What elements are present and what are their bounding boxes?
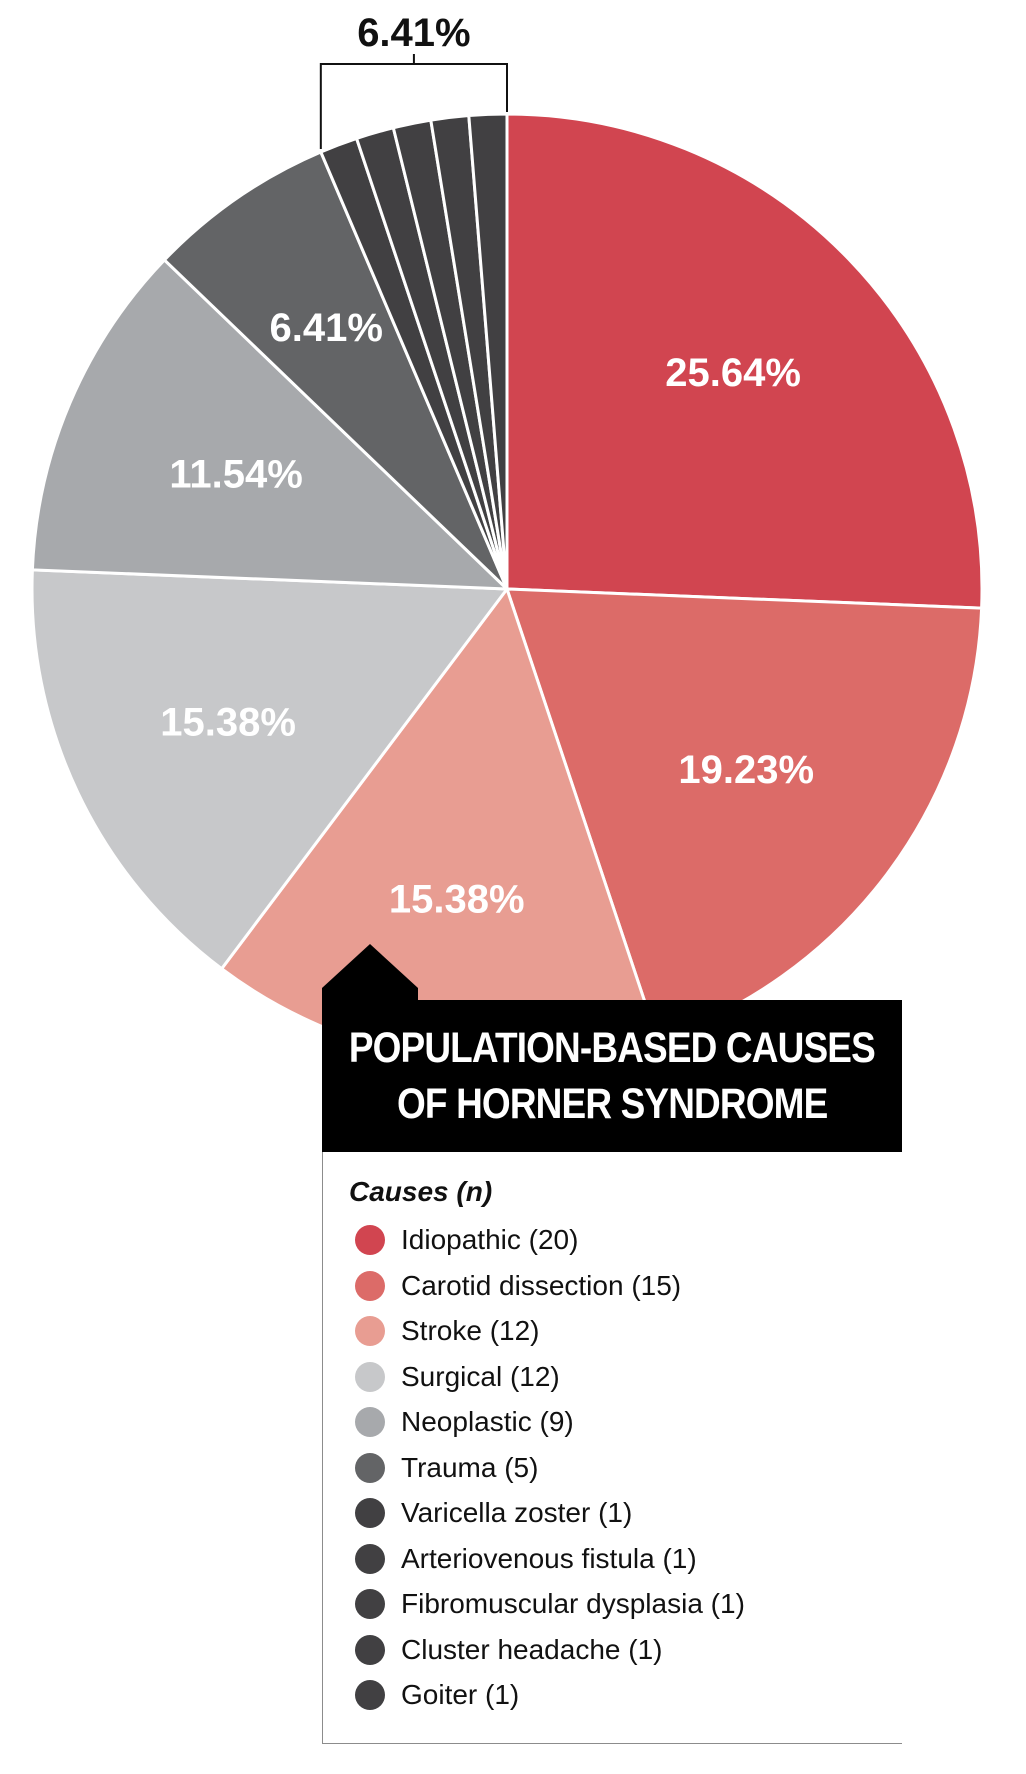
legend-swatch <box>355 1361 385 1392</box>
legend-item: Goiter (1) <box>355 1675 519 1715</box>
legend-label: Carotid dissection (15) <box>401 1269 682 1301</box>
legend: Causes (n) Idiopathic (20) Carotid dissec… <box>322 1152 902 1744</box>
legend-swatch <box>355 1680 385 1710</box>
chart-title-line-2: OF HORNER SYNDROME <box>396 1080 828 1128</box>
legend-swatch <box>355 1407 385 1437</box>
legend-label: Varicella zoster (1) <box>401 1497 633 1528</box>
slice-percent-label: 19.23% <box>678 748 814 792</box>
legend-label: Cluster headache (1) <box>401 1633 663 1665</box>
legend-swatch <box>355 1498 385 1528</box>
legend-item: Carotid dissection (15) <box>355 1266 681 1306</box>
pie-slice <box>467 112 509 590</box>
slice-percent-label: 15.38% <box>389 877 525 921</box>
legend-item: Neoplastic (9) <box>355 1402 574 1442</box>
legend-label: Stroke (12) <box>401 1315 540 1346</box>
slice-percent-label: 15.38% <box>160 700 296 744</box>
legend-label: Neoplastic (9) <box>401 1406 574 1437</box>
legend-swatch <box>355 1589 385 1619</box>
legend-swatch <box>355 1225 385 1255</box>
chart-title-box: POPULATION-BASED CAUSES OF HORNER SYNDRO… <box>322 1000 902 1152</box>
legend-title: Causes (n) <box>349 1176 493 1207</box>
legend-label: Goiter (1) <box>401 1679 520 1710</box>
legend-label: Surgical (12) <box>401 1360 560 1392</box>
slice-percent-label: 11.54% <box>169 453 302 497</box>
legend-label: Fibromuscular dysplasia (1) <box>401 1588 745 1619</box>
legend-item: Cluster headache (1) <box>355 1630 662 1670</box>
legend-swatch <box>355 1634 385 1665</box>
pie-slice <box>505 112 984 610</box>
legend-label: Trauma (5) <box>401 1451 539 1483</box>
legend-item: Fibromuscular dysplasia (1) <box>355 1584 745 1624</box>
title-pointer <box>322 944 418 1002</box>
legend-item: Stroke (12) <box>355 1311 540 1351</box>
slice-percent-label: 25.64% <box>665 351 801 395</box>
legend-label: Idiopathic (20) <box>401 1224 579 1255</box>
legend-item: Arteriovenous fistula (1) <box>355 1539 697 1579</box>
legend-swatch <box>355 1270 385 1301</box>
legend-item: Trauma (5) <box>355 1448 538 1488</box>
pie-slice <box>30 257 511 591</box>
legend-swatch <box>355 1543 385 1574</box>
slice-percent-label: 6.41% <box>270 306 383 350</box>
legend-item: Surgical (12) <box>355 1357 560 1397</box>
legend-swatch <box>355 1316 385 1346</box>
legend-item: Idiopathic (20) <box>355 1220 578 1260</box>
chart-title-line-1: POPULATION-BASED CAUSES <box>348 1024 876 1072</box>
pie-slice <box>30 568 510 971</box>
legend-label: Arteriovenous fistula (1) <box>401 1542 697 1574</box>
legend-item: Varicella zoster (1) <box>355 1493 632 1533</box>
grouped-percent-label: 6.41% <box>357 11 470 55</box>
legend-swatch <box>355 1452 385 1483</box>
pie-slice <box>162 150 509 591</box>
